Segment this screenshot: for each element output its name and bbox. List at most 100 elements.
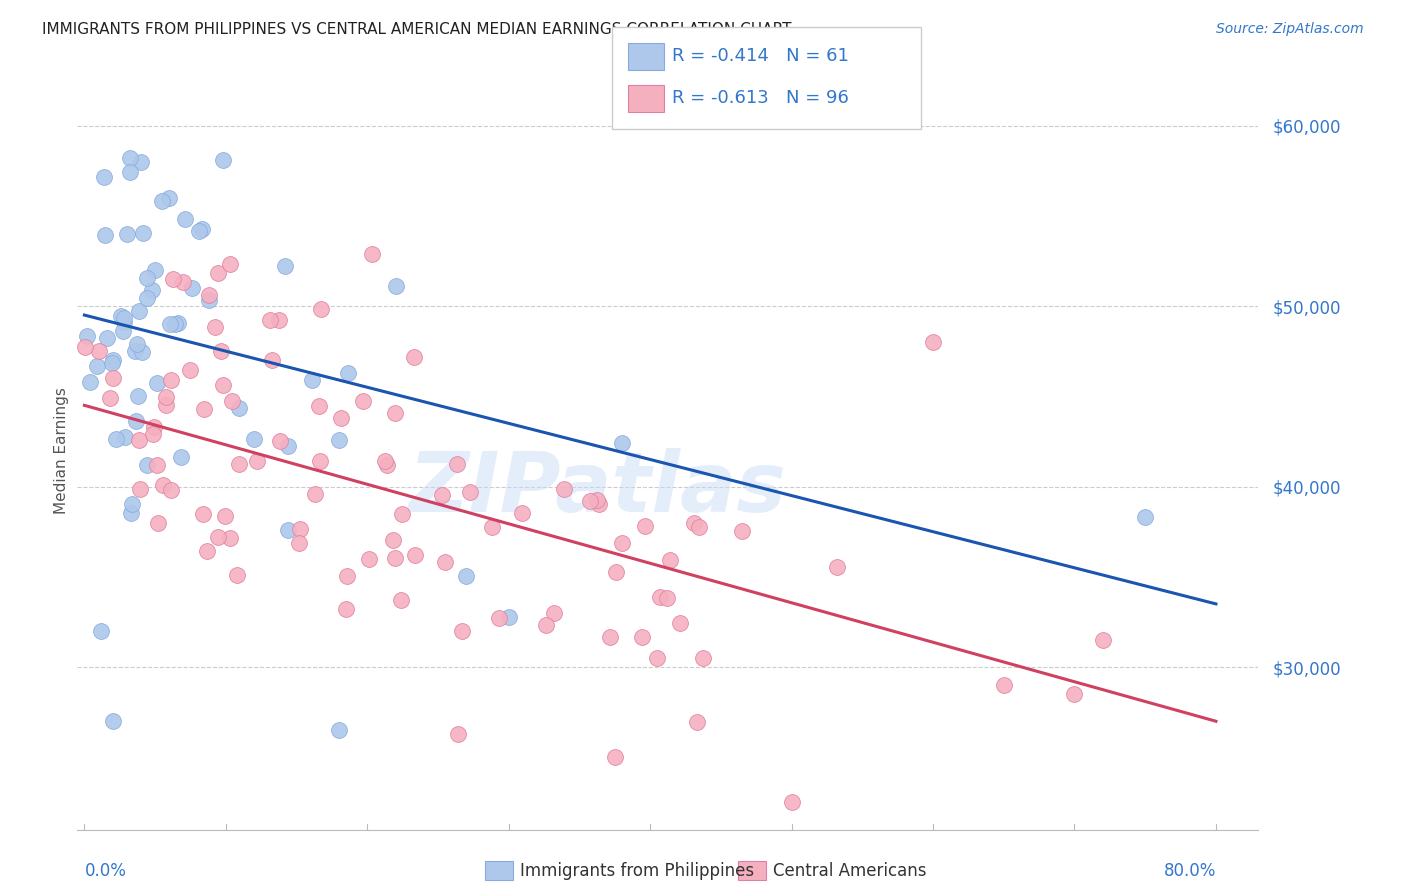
Point: [579, 494, 602, 508]
Point: [335, 602, 357, 616]
Point: [146, 458, 169, 472]
Point: [450, 624, 472, 639]
Text: ZIPatlas: ZIPatlas: [408, 448, 786, 529]
Point: [114, 430, 136, 444]
Point: [277, 439, 299, 453]
Point: [361, 247, 384, 261]
Point: [159, 317, 181, 331]
Point: [136, 271, 159, 285]
Text: IMMIGRANTS FROM PHILIPPINES VS CENTRAL AMERICAN MEDIAN EARNINGS CORRELATION CHAR: IMMIGRANTS FROM PHILIPPINES VS CENTRAL A…: [42, 22, 792, 37]
Point: [488, 611, 510, 625]
Point: [498, 609, 520, 624]
Text: R = -0.414   N = 61: R = -0.414 N = 61: [672, 47, 849, 65]
Point: [128, 434, 150, 448]
Point: [101, 714, 124, 729]
Point: [274, 260, 297, 274]
Point: [269, 313, 291, 327]
Point: [124, 344, 146, 359]
Point: [155, 398, 177, 412]
Point: [374, 454, 396, 468]
Point: [384, 279, 406, 293]
Point: [780, 796, 803, 810]
Point: [404, 351, 426, 365]
Point: [304, 487, 326, 501]
Point: [825, 560, 848, 574]
Point: [94, 227, 117, 242]
Point: [148, 516, 170, 531]
Point: [214, 508, 236, 523]
Point: [90, 624, 112, 638]
Point: [352, 393, 374, 408]
Point: [655, 591, 678, 606]
Point: [456, 568, 478, 582]
Point: [730, 524, 752, 539]
Point: [650, 590, 672, 604]
Point: [225, 567, 247, 582]
Point: [132, 226, 155, 240]
Point: [446, 458, 468, 472]
Point: [112, 315, 135, 329]
Point: [110, 309, 132, 323]
Point: [112, 310, 135, 325]
Point: [301, 373, 323, 387]
Point: [143, 263, 166, 277]
Point: [103, 353, 125, 368]
Point: [79, 376, 101, 390]
Point: [191, 222, 214, 236]
Point: [553, 482, 575, 496]
Point: [124, 414, 146, 428]
Point: [382, 533, 405, 547]
Point: [458, 484, 481, 499]
Point: [330, 410, 353, 425]
Point: [86, 359, 108, 374]
Point: [129, 154, 152, 169]
Point: [631, 630, 654, 644]
Point: [96, 331, 118, 345]
Point: [218, 257, 240, 271]
Point: [287, 536, 309, 550]
Point: [127, 388, 149, 402]
Point: [120, 506, 142, 520]
Point: [75, 340, 97, 354]
Point: [246, 454, 269, 468]
Point: [586, 493, 609, 508]
Point: [599, 630, 621, 644]
Point: [375, 458, 398, 472]
Point: [101, 356, 124, 370]
Point: [181, 281, 204, 295]
Point: [384, 551, 406, 566]
Point: [142, 420, 165, 434]
Point: [605, 565, 627, 579]
Point: [645, 651, 668, 665]
Point: [136, 291, 159, 305]
Point: [311, 301, 333, 316]
Point: [686, 714, 709, 729]
Point: [391, 507, 413, 521]
Point: [218, 531, 240, 545]
Point: [588, 497, 610, 511]
Point: [357, 551, 380, 566]
Point: [389, 593, 412, 607]
Point: [683, 516, 706, 531]
Point: [922, 335, 945, 350]
Point: [157, 191, 180, 205]
Text: R = -0.613   N = 96: R = -0.613 N = 96: [672, 89, 849, 107]
Point: [207, 530, 229, 544]
Point: [87, 344, 110, 359]
Point: [179, 363, 201, 377]
Point: [659, 552, 682, 566]
Point: [152, 478, 174, 492]
Point: [115, 227, 138, 241]
Point: [165, 317, 187, 331]
Point: [228, 401, 250, 416]
Point: [328, 434, 350, 448]
Point: [198, 287, 221, 301]
Point: [337, 366, 360, 380]
Point: [188, 224, 211, 238]
Point: [172, 275, 194, 289]
Point: [259, 313, 281, 327]
Point: [634, 518, 657, 533]
Point: [510, 506, 533, 520]
Point: [534, 618, 557, 632]
Point: [141, 283, 163, 297]
